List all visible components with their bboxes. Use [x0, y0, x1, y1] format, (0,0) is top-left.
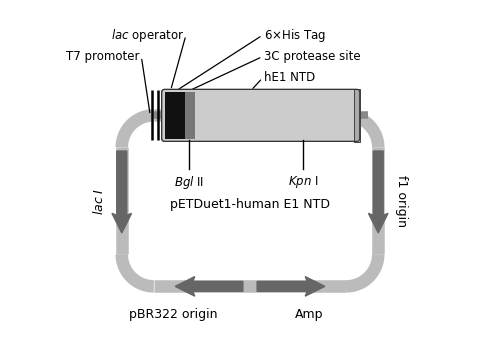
Text: pBR322 origin: pBR322 origin	[129, 308, 218, 321]
FancyArrow shape	[175, 276, 243, 296]
FancyArrow shape	[257, 276, 325, 296]
FancyArrow shape	[368, 151, 388, 233]
Text: $\mathit{lac}$ $\mathit{I}$: $\mathit{lac}$ $\mathit{I}$	[92, 187, 106, 215]
Bar	[354, 89, 360, 142]
Text: pETDuet1-human E1 NTD: pETDuet1-human E1 NTD	[170, 198, 330, 211]
FancyArrow shape	[112, 151, 132, 233]
Text: 6$\times$His Tag: 6$\times$His Tag	[264, 27, 326, 44]
Text: T7 promoter: T7 promoter	[66, 50, 140, 63]
Bar	[164, 92, 185, 139]
Text: Amp: Amp	[294, 308, 323, 321]
Bar	[185, 92, 195, 139]
FancyBboxPatch shape	[162, 89, 360, 141]
Text: hE1 NTD: hE1 NTD	[264, 71, 316, 84]
Text: $\mathit{Bgl}$ II: $\mathit{Bgl}$ II	[174, 174, 204, 191]
Text: f1 origin: f1 origin	[395, 175, 408, 227]
Text: 3C protease site: 3C protease site	[264, 50, 361, 63]
Text: $\mathit{lac}$ operator: $\mathit{lac}$ operator	[111, 27, 184, 44]
Text: $\mathit{Kpn}$ I: $\mathit{Kpn}$ I	[288, 174, 318, 190]
